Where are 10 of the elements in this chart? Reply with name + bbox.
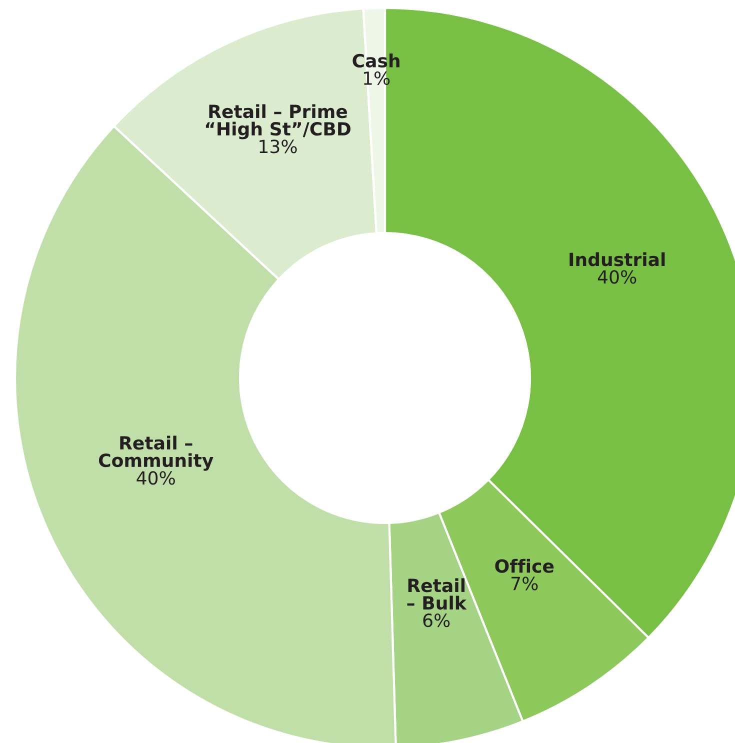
slice-label: Retail – Community [98, 436, 214, 471]
slice-label: Office [495, 558, 554, 573]
slice-label: Retail – Prime “High St”/CBD [206, 104, 350, 140]
data-label: 7% [512, 576, 538, 590]
data-label: 40% [136, 471, 175, 485]
data-label: 40% [598, 270, 636, 284]
slice-label: Retail – Bulk [407, 578, 467, 610]
slice-label: Industrial [570, 252, 665, 266]
data-label: 6% [423, 614, 450, 628]
data-label: 13% [260, 140, 297, 154]
